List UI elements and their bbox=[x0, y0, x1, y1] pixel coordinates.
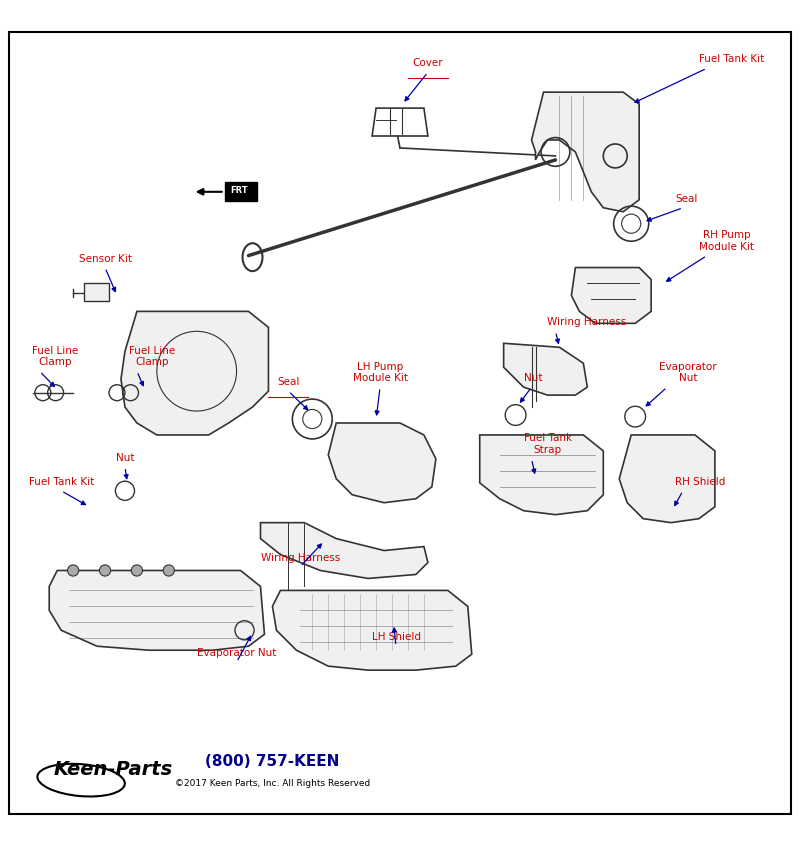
Polygon shape bbox=[480, 435, 603, 514]
Text: Keen-Parts: Keen-Parts bbox=[54, 761, 173, 779]
FancyBboxPatch shape bbox=[83, 283, 109, 301]
Text: Seal: Seal bbox=[278, 377, 299, 387]
Text: FRT: FRT bbox=[230, 186, 248, 195]
Polygon shape bbox=[328, 423, 436, 503]
Polygon shape bbox=[50, 570, 265, 651]
Circle shape bbox=[67, 565, 78, 576]
Text: LH Shield: LH Shield bbox=[371, 632, 421, 642]
Text: Evaporator Nut: Evaporator Nut bbox=[197, 648, 276, 658]
Text: Sensor Kit: Sensor Kit bbox=[78, 254, 131, 264]
Text: RH Pump
Module Kit: RH Pump Module Kit bbox=[699, 230, 754, 251]
Polygon shape bbox=[261, 523, 428, 579]
Text: Wiring Harness: Wiring Harness bbox=[547, 317, 626, 327]
Text: Seal: Seal bbox=[675, 194, 698, 204]
Text: Evaporator
Nut: Evaporator Nut bbox=[659, 361, 717, 383]
Text: Fuel Tank Kit: Fuel Tank Kit bbox=[699, 54, 764, 64]
Polygon shape bbox=[504, 343, 587, 395]
Text: RH Shield: RH Shield bbox=[675, 477, 726, 486]
Circle shape bbox=[99, 565, 110, 576]
Polygon shape bbox=[571, 267, 651, 323]
Text: Fuel Tank
Strap: Fuel Tank Strap bbox=[523, 433, 572, 455]
Text: Fuel Line
Clamp: Fuel Line Clamp bbox=[32, 346, 78, 367]
Polygon shape bbox=[121, 311, 269, 435]
Text: Fuel Tank Kit: Fuel Tank Kit bbox=[29, 477, 94, 486]
Text: Fuel Line
Clamp: Fuel Line Clamp bbox=[129, 346, 175, 367]
Text: Nut: Nut bbox=[523, 373, 542, 383]
Polygon shape bbox=[273, 591, 472, 670]
Polygon shape bbox=[531, 92, 639, 212]
Text: ©2017 Keen Parts, Inc. All Rights Reserved: ©2017 Keen Parts, Inc. All Rights Reserv… bbox=[175, 779, 370, 788]
Text: LH Pump
Module Kit: LH Pump Module Kit bbox=[353, 361, 407, 383]
Text: Nut: Nut bbox=[116, 453, 134, 463]
Polygon shape bbox=[619, 435, 715, 523]
Text: Wiring Harness: Wiring Harness bbox=[261, 552, 340, 563]
Circle shape bbox=[163, 565, 174, 576]
Text: (800) 757-KEEN: (800) 757-KEEN bbox=[206, 755, 340, 769]
Text: Cover: Cover bbox=[413, 58, 443, 69]
Circle shape bbox=[131, 565, 142, 576]
FancyBboxPatch shape bbox=[225, 182, 257, 201]
